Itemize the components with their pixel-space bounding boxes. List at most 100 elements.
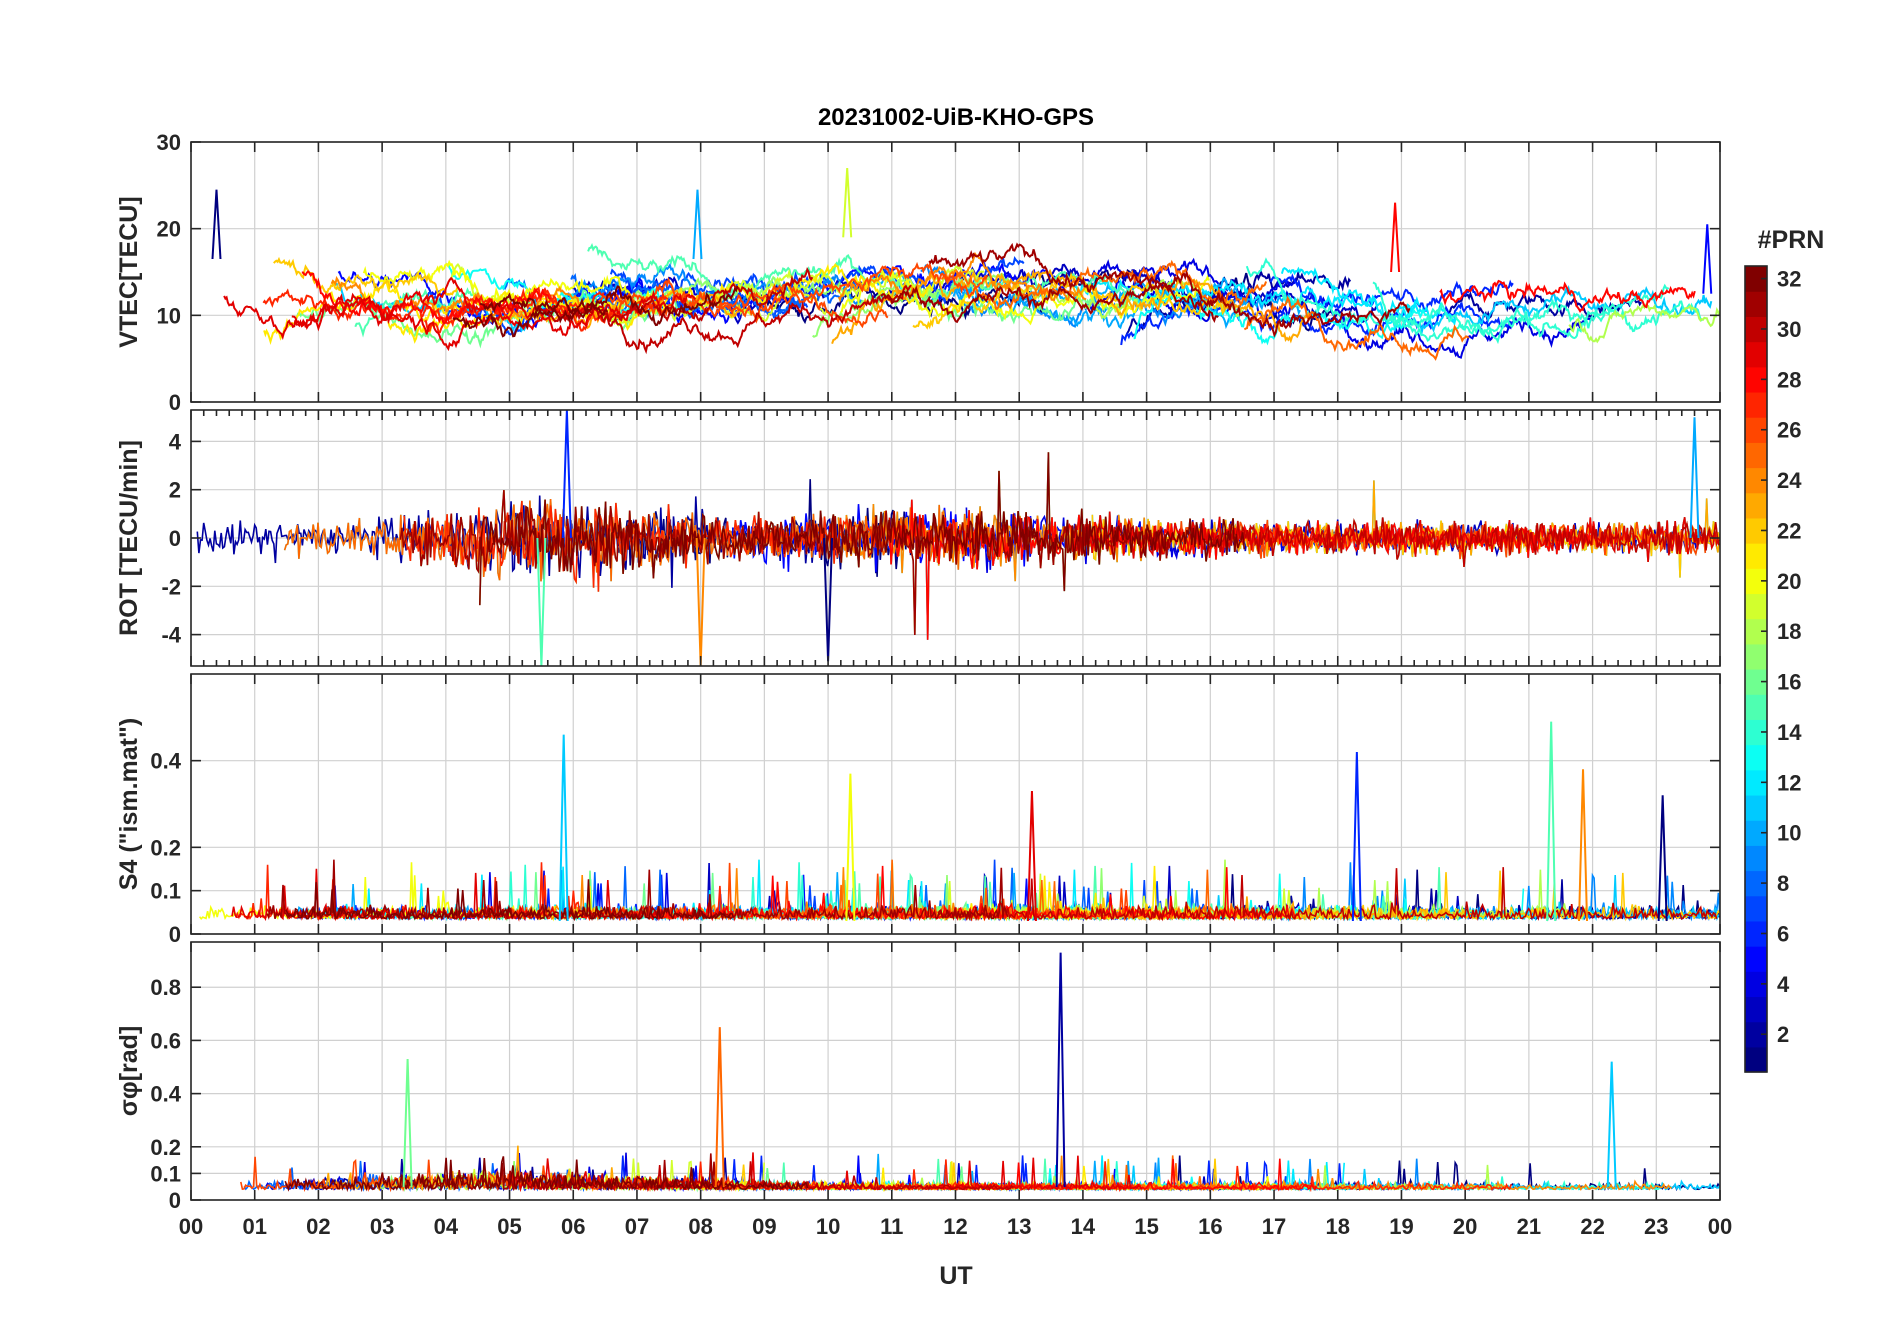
- series-line-prn-29: [223, 289, 697, 352]
- series-line-prn-27: [262, 286, 605, 322]
- peak-mark: [561, 410, 572, 539]
- y-tick-label: -2: [161, 574, 181, 599]
- y-tick-label: 20: [157, 217, 181, 242]
- x-tick-label: 06: [561, 1214, 585, 1239]
- colorbar-segment: [1745, 820, 1767, 846]
- colorbar-segment: [1745, 417, 1767, 443]
- colorbar-frame: [1744, 265, 1768, 1073]
- colorbar-tick-label: 26: [1777, 418, 1801, 443]
- series-line-prn-25: [283, 498, 1015, 582]
- peak-mark: [402, 1058, 413, 1188]
- x-tick-label: 13: [1007, 1214, 1031, 1239]
- colorbar-tick-label: 20: [1777, 569, 1801, 594]
- series-line-prn-20: [839, 269, 1210, 326]
- colorbar-segment: [1745, 895, 1767, 922]
- peak-mark: [1546, 721, 1557, 922]
- peak-mark: [1702, 224, 1713, 294]
- series-line-prn-30: [1200, 517, 1720, 567]
- peak-mark: [845, 773, 856, 922]
- colorbar-tick-label: 2: [1777, 1022, 1789, 1047]
- colorbar-segment: [1745, 1021, 1767, 1048]
- colorbar-segment: [1745, 996, 1767, 1023]
- colorbar-segment: [1745, 971, 1767, 998]
- y-axis-label-rot: ROT [TECU/min]: [115, 440, 143, 636]
- y-tick-label: 0.2: [150, 1135, 181, 1160]
- x-tick-label: 00: [1708, 1214, 1732, 1239]
- colorbar-segment: [1745, 543, 1767, 569]
- x-tick-label: 23: [1644, 1214, 1668, 1239]
- x-tick-label: 00: [179, 1214, 203, 1239]
- panel-vtec: 0 10 20 30 VTEC[TECU]: [115, 130, 1721, 415]
- peak-mark: [536, 537, 547, 666]
- y-tick-label: 0.4: [150, 749, 181, 774]
- colorbar-tick-label: 24: [1777, 468, 1802, 493]
- series-line-prn-4: [1084, 277, 1592, 359]
- y-tick-label: 0.8: [150, 975, 181, 1000]
- peak-mark: [211, 189, 222, 260]
- peak-mark: [1689, 417, 1700, 539]
- series-line-prn-28: [932, 1158, 1318, 1192]
- panel-s4: 0 0.1 0.2 0.4 S4 ("ism.mat"): [115, 673, 1721, 947]
- colorbar-segment: [1745, 719, 1767, 746]
- colorbar-tick-label: 12: [1777, 770, 1801, 795]
- peak-mark: [1351, 751, 1362, 922]
- x-tick-label: 18: [1326, 1214, 1350, 1239]
- y-tick-label: 0: [169, 526, 181, 551]
- x-tick-label: 20: [1453, 1214, 1477, 1239]
- series-line-prn-30: [597, 284, 912, 355]
- series-line-prn-29: [1075, 511, 1720, 563]
- peak-mark: [1026, 790, 1037, 922]
- x-tick-label: 14: [1071, 1214, 1096, 1239]
- peak-mark: [695, 537, 706, 666]
- series-group: [240, 1145, 1720, 1193]
- colorbar-segment: [1745, 316, 1767, 343]
- series-group: [198, 859, 1720, 922]
- y-tick-label: 2: [169, 478, 181, 503]
- y-tick-label: 0.4: [150, 1082, 181, 1107]
- colorbar-tick-label: 4: [1777, 972, 1790, 997]
- series-line-prn-32: [479, 452, 1246, 606]
- colorbar-label: #PRN: [1758, 226, 1825, 254]
- series-line-prn-14: [1372, 281, 1670, 345]
- series-line-prn-14: [1245, 257, 1703, 343]
- colorbar-tick-label: 8: [1777, 871, 1789, 896]
- x-tick-label: 17: [1262, 1214, 1286, 1239]
- colorbar-tick-label: 14: [1777, 720, 1802, 745]
- peak-mark: [1055, 952, 1066, 1188]
- series-line-prn-15: [587, 242, 1140, 304]
- colorbar-segment: [1745, 291, 1767, 317]
- y-tick-label: 0.1: [150, 879, 181, 904]
- colorbar-segment: [1745, 618, 1767, 645]
- y-tick-label: 10: [157, 303, 181, 328]
- peak-mark: [1390, 202, 1401, 273]
- x-tick-label: 12: [943, 1214, 967, 1239]
- y-axis-label-sigma: σφ[rad]: [115, 1026, 143, 1117]
- colorbar-segment: [1745, 341, 1767, 368]
- colorbar-tick-label: 18: [1777, 619, 1801, 644]
- colorbar-tick-label: 22: [1777, 518, 1801, 543]
- peak-mark: [1606, 1061, 1617, 1188]
- y-tick-label: 30: [157, 130, 181, 155]
- y-tick-label: 0.6: [150, 1028, 181, 1053]
- colorbar-segment: [1745, 568, 1767, 595]
- y-tick-label: -4: [161, 623, 181, 648]
- colorbar-segment: [1745, 593, 1767, 620]
- colorbar-segment: [1745, 467, 1767, 494]
- series-line-prn-28: [1439, 279, 1696, 314]
- x-tick-label: 07: [625, 1214, 649, 1239]
- x-tick-label: 21: [1517, 1214, 1541, 1239]
- series-line-prn-32: [285, 879, 735, 922]
- peak-mark: [714, 1027, 725, 1188]
- colorbar-segment: [1745, 366, 1767, 393]
- series-line-prn-32: [284, 1156, 809, 1193]
- colorbar-segment: [1745, 391, 1767, 418]
- colorbar-segment: [1745, 946, 1767, 972]
- x-tick-label: 01: [242, 1214, 266, 1239]
- colorbar-segment: [1745, 794, 1767, 821]
- colorbar-segment: [1745, 643, 1767, 670]
- x-tick-label: 15: [1134, 1214, 1158, 1239]
- y-tick-label: 0: [169, 922, 181, 947]
- colorbar-tick-label: 16: [1777, 670, 1801, 695]
- y-tick-label: 0.2: [150, 835, 181, 860]
